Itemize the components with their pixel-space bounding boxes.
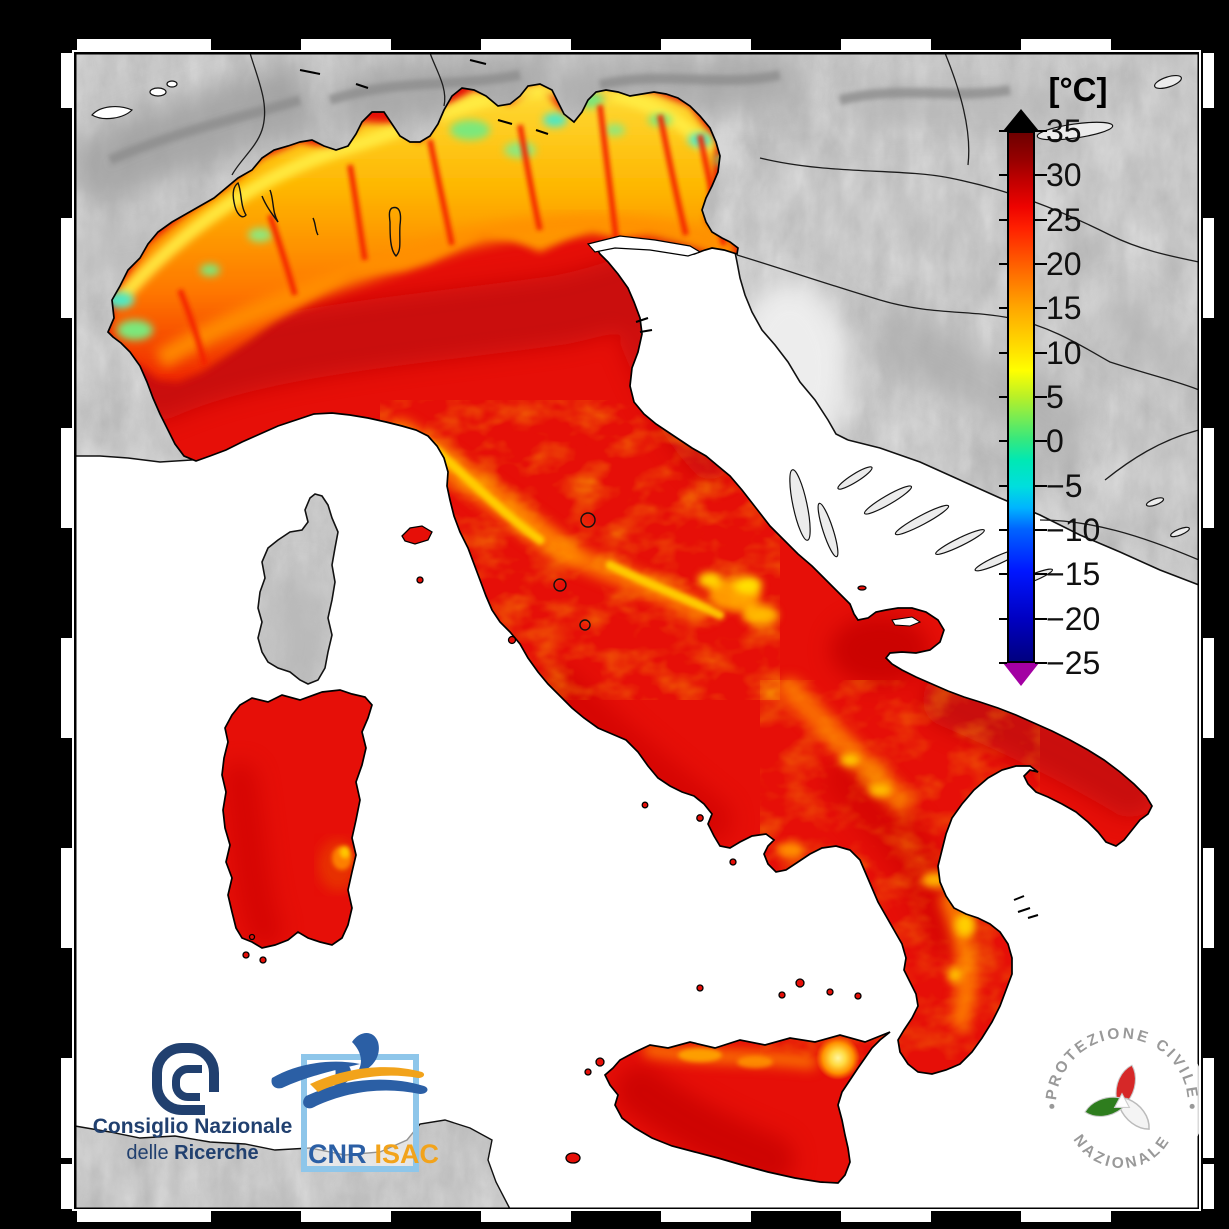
colorbar-tick-mark — [999, 440, 1007, 443]
colorbar-tick-mark — [999, 573, 1007, 576]
colorbar-title: [°C] — [1048, 71, 1108, 108]
colorbar-tick-label: 30 — [1046, 157, 1082, 194]
cnr-ricerche: Ricerche — [174, 1142, 259, 1164]
colorbar-tick-mark — [1035, 130, 1047, 132]
colorbar-tick-mark — [999, 617, 1007, 620]
colorbar-top-arrow — [1003, 109, 1039, 131]
cnr-name-line1: Consiglio Nazionale — [92, 1115, 293, 1138]
pc-dot-left — [1049, 1103, 1055, 1109]
cnr-emblem-outer — [152, 1043, 219, 1115]
colorbar-tick-mark — [999, 218, 1007, 221]
italy-coastline — [106, 83, 1153, 1184]
colorbar-tick-label: −20 — [1046, 600, 1101, 637]
colorbar-tick-mark — [1035, 617, 1047, 620]
colorbar-tick-label: 25 — [1046, 201, 1082, 238]
colorbar-tick-label: 10 — [1046, 334, 1082, 371]
island-accents — [318, 839, 860, 1080]
colorbar-tick-mark — [999, 395, 1007, 398]
colorbar-tick-mark — [1035, 351, 1047, 354]
colorbar-bottom-arrow — [1003, 663, 1039, 686]
country-borders — [231, 53, 1199, 561]
colorbar-tick-mark — [1035, 174, 1047, 177]
colorbar-tick-label: 0 — [1046, 423, 1064, 460]
etna-hotspot — [816, 1036, 860, 1080]
colorbar-tick-mark — [1035, 307, 1047, 310]
cnr-name-line2: delle Ricerche — [85, 1142, 300, 1165]
colorbar-tick-label: 35 — [1046, 113, 1082, 149]
colorbar-tick-mark — [1035, 440, 1047, 443]
colorbar-tick-mark — [1035, 262, 1047, 265]
cnr-delle: delle — [126, 1142, 175, 1164]
colorbar-gradient-bar — [1007, 131, 1035, 663]
protezione-civile-logo: PROTEZIONE CIVILE NAZIONALE — [1038, 1016, 1199, 1184]
small-islands — [242, 525, 867, 1164]
colorbar-tick-mark — [999, 307, 1007, 310]
colorbar-tick-mark — [999, 262, 1007, 265]
corsica-outline — [257, 493, 339, 685]
colorbar-tick-mark — [999, 528, 1007, 531]
colorbar-tick-label: −10 — [1046, 511, 1101, 548]
venice-lagoon — [586, 235, 702, 257]
alps-ridgelines — [108, 70, 1011, 165]
alpine-valley-streaks — [177, 104, 727, 366]
frame-ticks-bottom — [75, 1211, 1199, 1222]
colorbar-tick-label: 15 — [1046, 290, 1082, 327]
temperature-colorbar: [°C] 35 30 25 20 15 10 5 0 −5 −10 −15 −20 −25 — [999, 71, 1129, 700]
lagoons-and-lakes — [232, 59, 1039, 919]
colorbar-tick-label: −25 — [1046, 644, 1101, 681]
colorbar-tick-label: 5 — [1046, 378, 1064, 415]
colorbar-tick-mark — [1035, 484, 1047, 487]
colorbar-tick-mark — [1035, 661, 1047, 664]
colorbar-tick-label: 20 — [1046, 245, 1082, 282]
colorbar-tick-label: −5 — [1046, 467, 1083, 504]
colorbar-tick-mark — [1035, 218, 1047, 221]
lake-garda — [388, 206, 402, 257]
isac-cnr-text: CNR — [308, 1139, 367, 1169]
alpine-lakes — [91, 74, 1183, 141]
cnr-logo — [152, 1043, 219, 1115]
sardinia-outline — [221, 689, 373, 949]
colorbar-tick-mark — [999, 484, 1007, 487]
pc-dot-right — [1189, 1103, 1195, 1109]
colorbar-tick-mark — [1035, 573, 1047, 576]
colorbar-tick-mark — [999, 130, 1007, 132]
colorbar-tick-mark — [999, 661, 1007, 664]
colorbar-tick-mark — [999, 351, 1007, 354]
cnr-isac-logo: CNR ISAC — [271, 1033, 439, 1172]
lake-balaton — [1036, 121, 1114, 141]
sicily-outline — [603, 1031, 891, 1184]
frame-ticks-right — [1203, 53, 1214, 1209]
frame-ticks-left — [61, 53, 72, 1209]
alpine-band — [108, 84, 737, 382]
cnr-emblem-inner — [172, 1065, 202, 1101]
terrain-dashes — [299, 59, 1039, 919]
colorbar-tick-mark — [1035, 395, 1047, 398]
isac-wordmark: CNR ISAC — [308, 1139, 439, 1169]
colorbar-tick-mark — [999, 174, 1007, 177]
colorbar-tick-label: −15 — [1046, 556, 1101, 593]
frame-ticks-top — [75, 39, 1199, 50]
isac-swooshes — [271, 1033, 428, 1109]
colorbar-tick-mark — [1035, 528, 1047, 531]
pc-triskelion — [1084, 1064, 1150, 1130]
isac-isac-text: ISAC — [375, 1139, 440, 1169]
